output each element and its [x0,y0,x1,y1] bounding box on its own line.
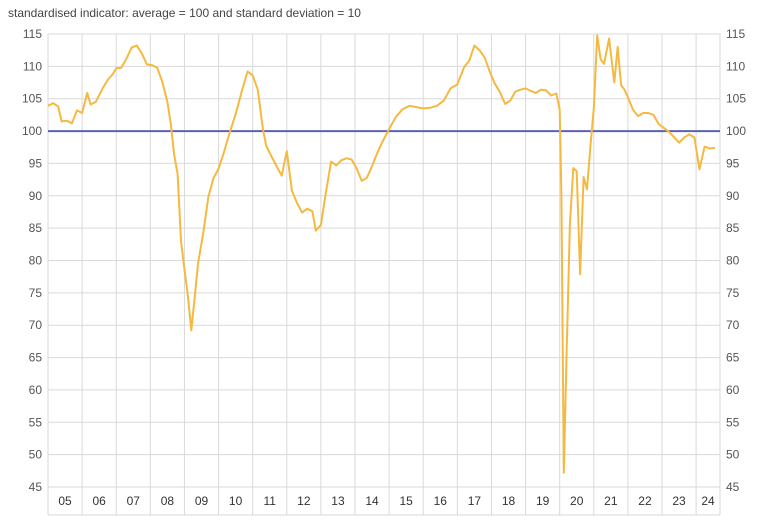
y-tick-label-left: 90 [29,189,43,203]
x-tick-label: 12 [297,494,311,508]
y-tick-label-left: 115 [23,27,42,41]
series-group [47,34,716,474]
y-tick-label-left: 75 [29,286,43,300]
x-tick-label: 21 [604,494,618,508]
y-tick-label-left: 105 [22,92,42,106]
x-tick-label: 16 [434,494,448,508]
y-tick-label-right: 85 [726,221,740,235]
y-tick-label-right: 110 [726,59,745,73]
y-tick-label-left: 50 [29,448,43,462]
x-tick-label: 10 [229,494,243,508]
x-tick-label: 05 [58,494,72,508]
y-tick-label-left: 80 [29,254,43,268]
y-tick-label-right: 45 [726,480,740,494]
y-tick-label-right: 50 [726,448,740,462]
x-tick-label: 06 [92,494,106,508]
y-tick-label-right: 100 [726,124,746,138]
y-tick-label-right: 60 [726,383,740,397]
x-tick-label: 17 [468,494,482,508]
grid [47,33,721,516]
y-tick-label-right: 90 [726,189,740,203]
y-tick-label-right: 105 [726,92,746,106]
x-tick-label: 22 [638,494,652,508]
x-tick-label: 11 [263,494,276,508]
x-tick-label: 23 [672,494,686,508]
y-tick-label-left: 70 [29,318,43,332]
x-tick-label: 15 [399,494,413,508]
x-tick-label: 14 [365,494,379,508]
y-tick-label-right: 115 [726,27,745,41]
chart-subtitle: standardised indicator: average = 100 an… [8,6,361,20]
y-tick-label-right: 55 [726,415,740,429]
y-tick-label-left: 45 [29,480,43,494]
x-tick-label: 20 [570,494,584,508]
x-tick-label: 08 [161,494,175,508]
y-tick-label-right: 70 [726,318,740,332]
y-tick-label-right: 65 [726,351,740,365]
y-tick-label-left: 95 [29,156,43,170]
x-tick-label: 19 [536,494,550,508]
y-tick-label-left: 55 [29,415,43,429]
y-tick-label-left: 100 [22,124,42,138]
x-tick-label: 13 [331,494,345,508]
y-tick-label-left: 110 [23,59,42,73]
x-tick-label: 09 [195,494,209,508]
x-tick-label: 18 [502,494,516,508]
axes: 45 45 50 50 55 55 60 60 65 65 70 70 75 75 80 80 85 85 90 90… [22,27,746,508]
x-tick-label: 07 [127,494,141,508]
y-tick-label-left: 65 [29,351,43,365]
y-tick-label-right: 80 [726,254,740,268]
series-line [47,34,716,474]
y-tick-label-left: 85 [29,221,43,235]
y-tick-label-left: 60 [29,383,43,397]
y-tick-label-right: 95 [726,156,740,170]
x-tick-label: 24 [701,494,715,508]
y-tick-label-right: 75 [726,286,740,300]
